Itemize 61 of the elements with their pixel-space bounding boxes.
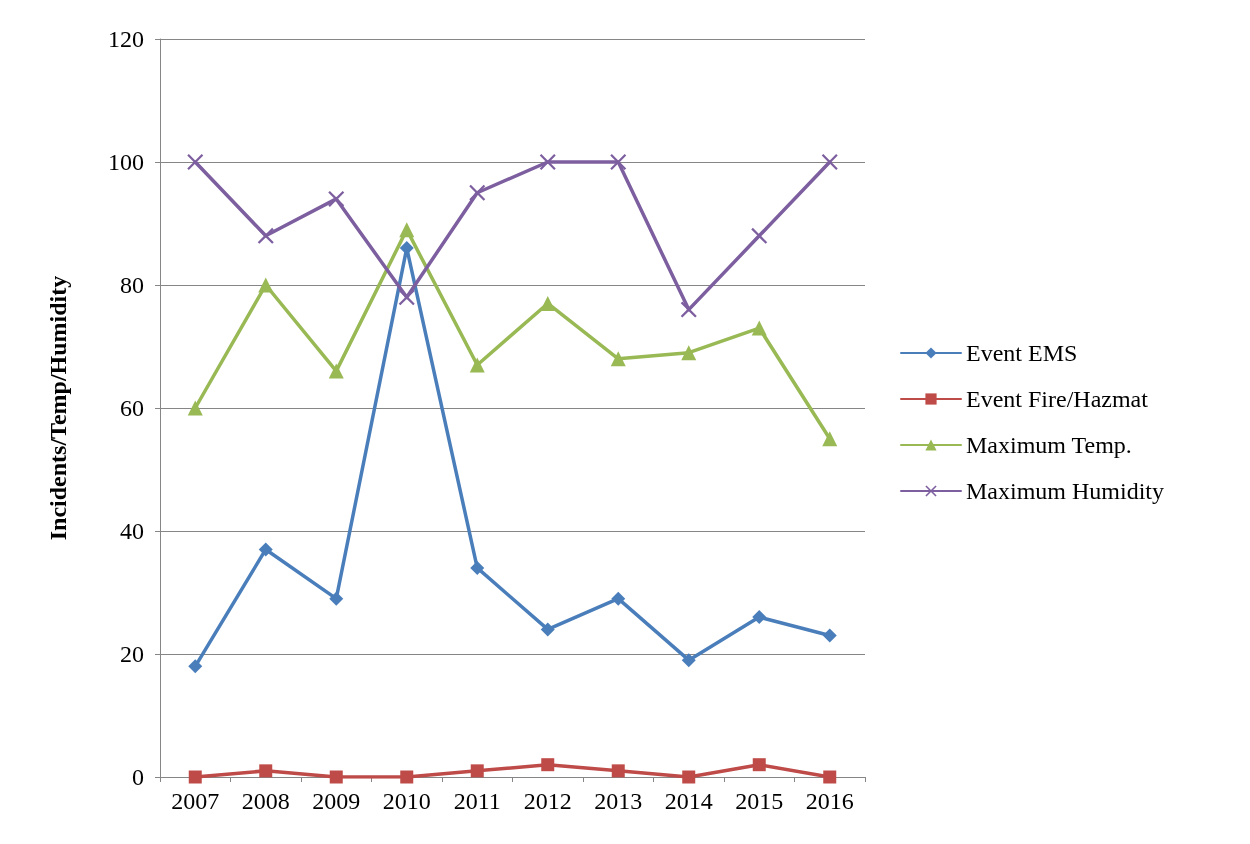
point bbox=[822, 431, 838, 447]
point bbox=[400, 770, 414, 784]
point bbox=[469, 357, 485, 373]
point bbox=[258, 542, 273, 557]
point bbox=[470, 560, 485, 575]
point bbox=[398, 289, 415, 306]
x-tick-label: 2010 bbox=[382, 788, 431, 814]
point bbox=[187, 400, 203, 416]
y-axis-title: Incidents/Temp/Humidity bbox=[45, 275, 71, 541]
point bbox=[541, 758, 555, 772]
point bbox=[611, 764, 625, 778]
point bbox=[752, 758, 766, 772]
x-tick-label: 2014 bbox=[664, 788, 713, 814]
point bbox=[751, 227, 768, 244]
x-tick-label: 2007 bbox=[171, 788, 220, 814]
y-tick-label: 120 bbox=[108, 26, 144, 52]
x-tick-label: 2012 bbox=[523, 788, 572, 814]
point bbox=[539, 154, 556, 170]
y-tick-label: 0 bbox=[132, 764, 144, 790]
point bbox=[328, 190, 345, 207]
point bbox=[611, 591, 626, 606]
x-tick-label: 2008 bbox=[241, 788, 290, 814]
point bbox=[187, 154, 204, 170]
y-tick-label: 20 bbox=[120, 641, 144, 667]
point bbox=[540, 295, 556, 311]
point bbox=[399, 222, 415, 238]
point bbox=[681, 345, 697, 361]
point bbox=[188, 770, 202, 784]
point bbox=[257, 227, 274, 244]
x-tick-label: 2009 bbox=[312, 788, 361, 814]
point bbox=[682, 770, 696, 784]
x-tick-label: 2011 bbox=[453, 788, 501, 814]
point bbox=[610, 351, 626, 367]
point bbox=[821, 154, 838, 170]
point bbox=[823, 770, 837, 784]
y-tick-label: 100 bbox=[108, 149, 144, 175]
point bbox=[469, 184, 486, 201]
point bbox=[610, 154, 627, 170]
point bbox=[328, 363, 344, 379]
x-tick-label: 2015 bbox=[735, 788, 784, 814]
point bbox=[258, 277, 274, 293]
y-tick-label: 40 bbox=[120, 518, 144, 544]
point bbox=[822, 628, 837, 643]
point bbox=[188, 659, 203, 674]
y-tick-label: 60 bbox=[120, 395, 144, 421]
legend-label: Event Fire/Hazmat bbox=[966, 386, 1149, 412]
point bbox=[751, 320, 767, 336]
x-tick-label: 2013 bbox=[594, 788, 643, 814]
y-tick-label: 80 bbox=[120, 272, 144, 298]
legend-label: Maximum Temp. bbox=[966, 432, 1132, 458]
legend-label: Maximum Humidity bbox=[966, 478, 1164, 504]
point bbox=[259, 764, 273, 778]
point bbox=[470, 764, 484, 778]
point bbox=[681, 653, 696, 668]
point bbox=[329, 591, 344, 606]
legend-label: Event EMS bbox=[966, 340, 1078, 366]
point bbox=[752, 610, 767, 625]
point bbox=[329, 770, 343, 784]
point bbox=[680, 301, 697, 318]
x-tick-label: 2016 bbox=[805, 788, 854, 814]
point bbox=[540, 622, 555, 637]
